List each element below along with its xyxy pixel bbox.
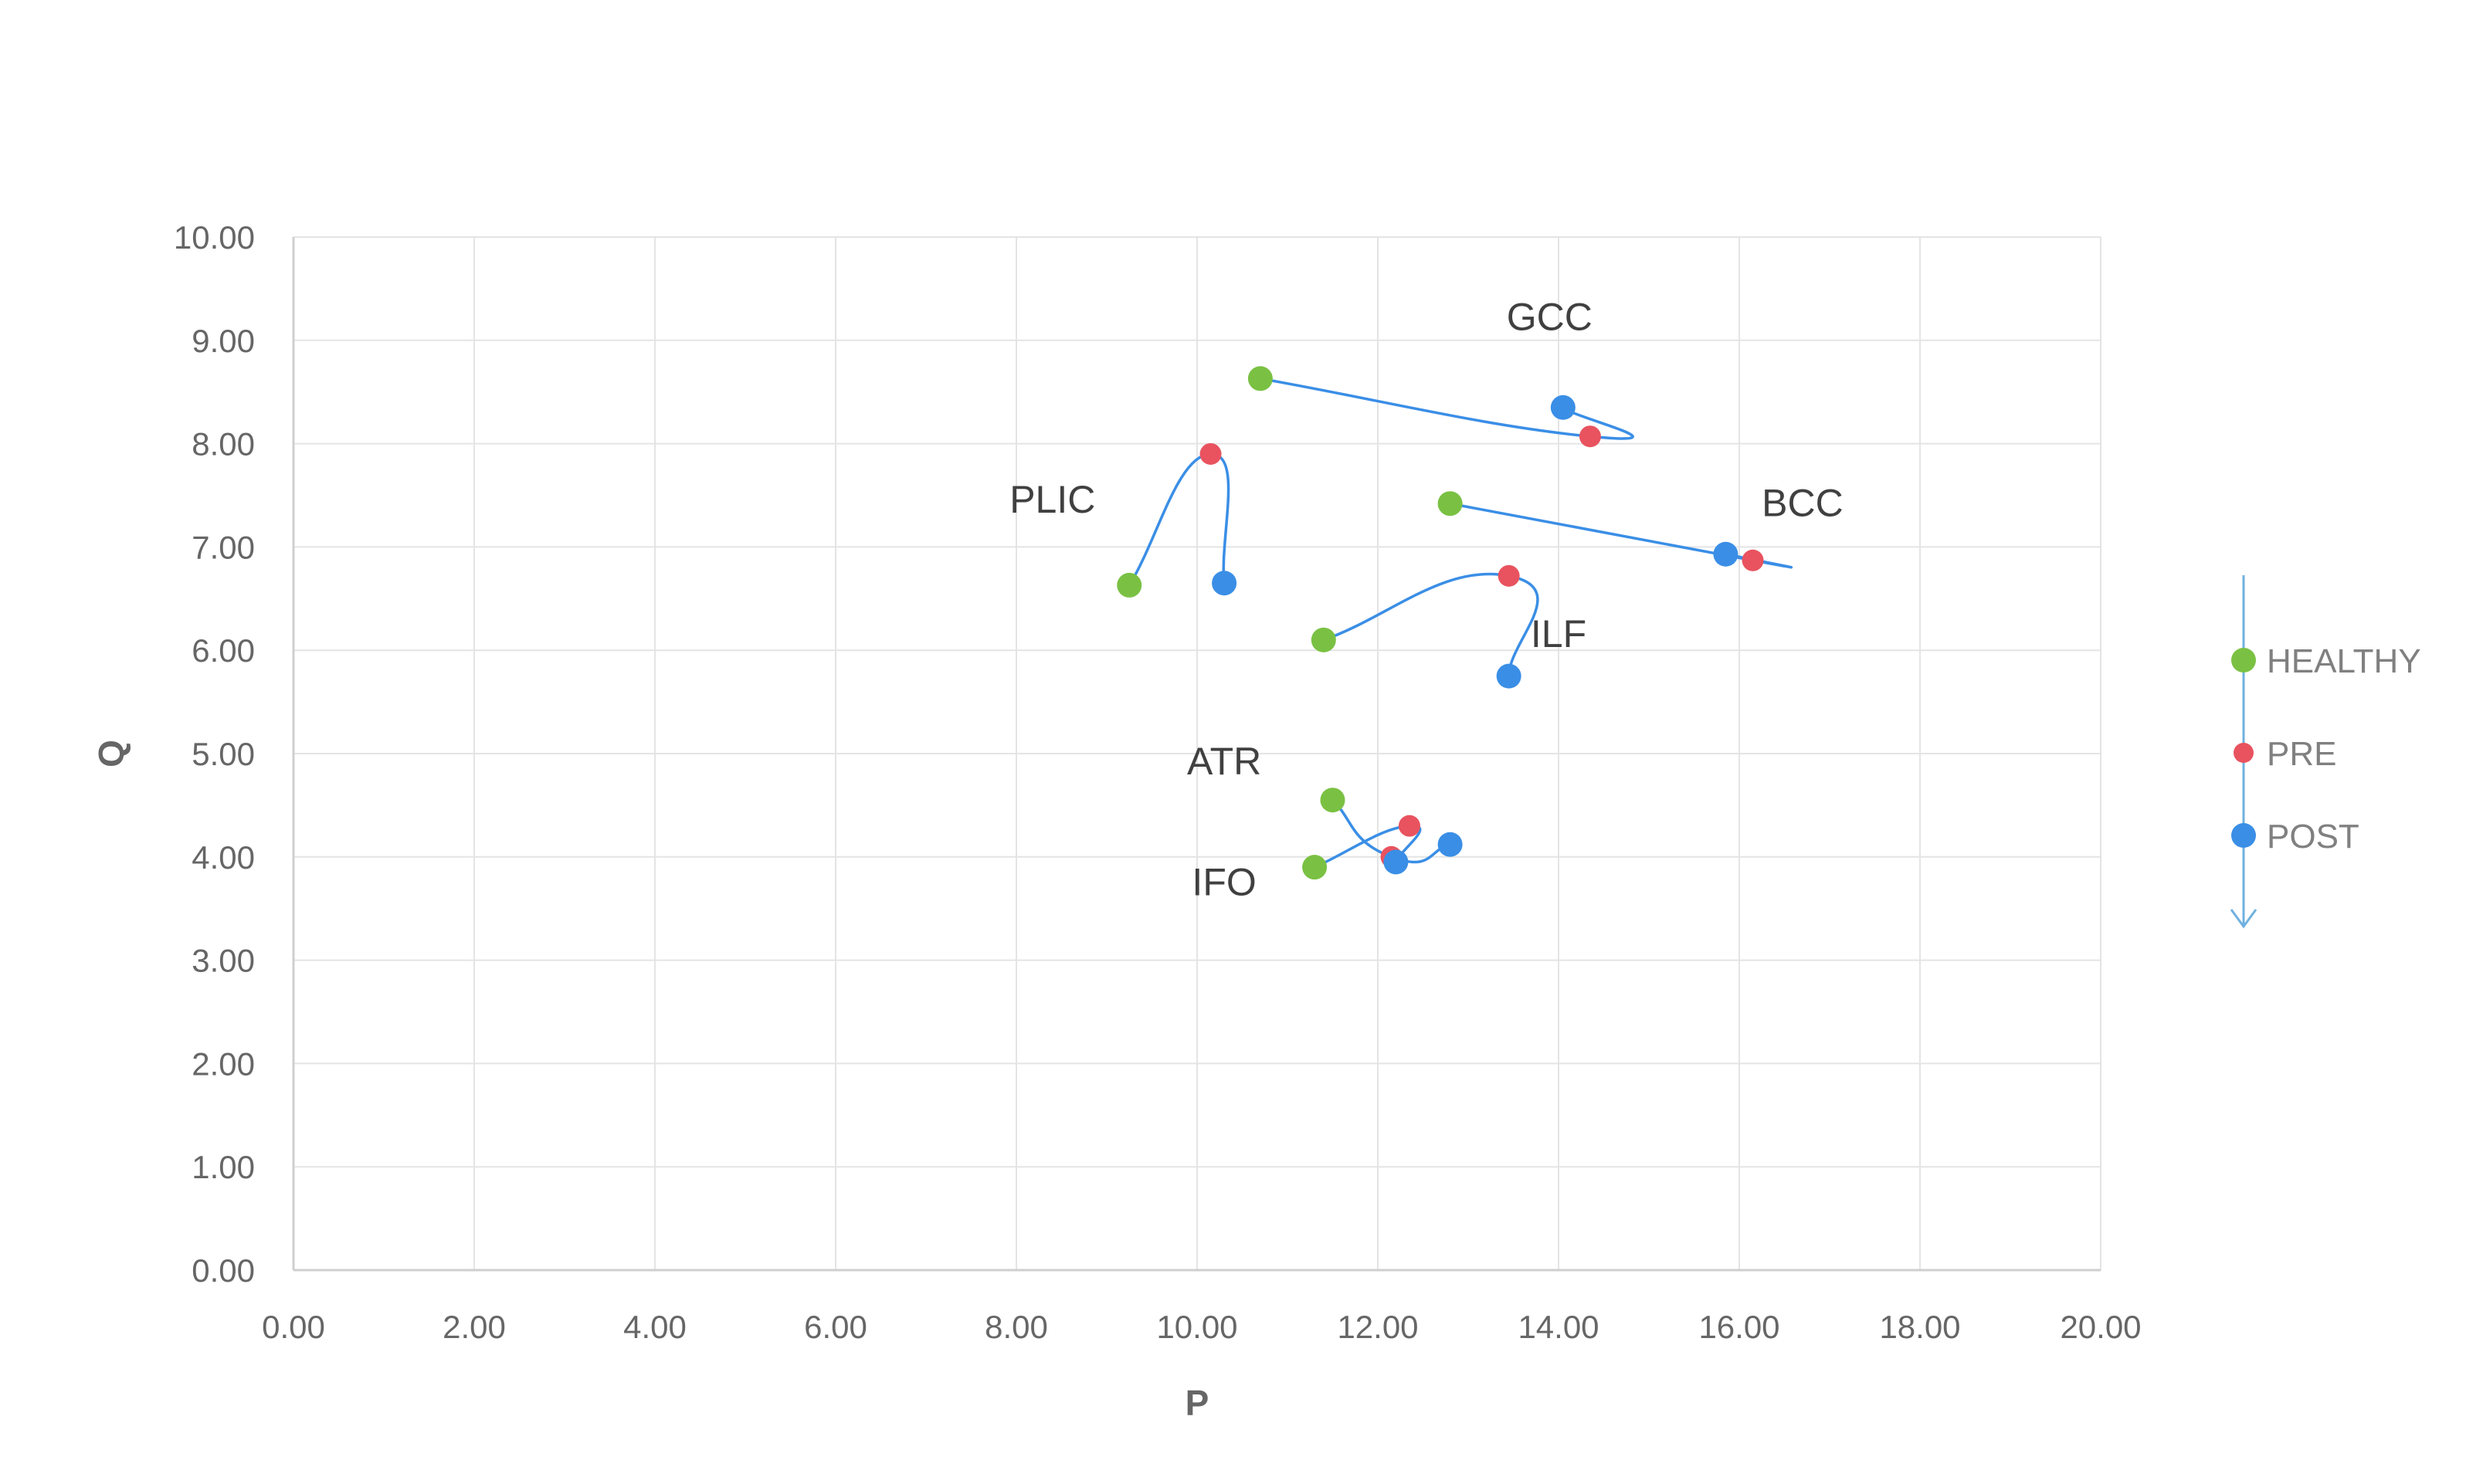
label-atr: ATR (1187, 740, 1261, 783)
point-ilf-post (1496, 663, 1521, 689)
legend-marker-post (2231, 823, 2256, 848)
x-axis-title: P (1186, 1383, 1209, 1423)
point-atr-healthy (1320, 788, 1345, 813)
y-tick-label: 7.00 (192, 529, 255, 565)
point-atr-post (1437, 832, 1463, 857)
legend-label-post: POST (2267, 818, 2359, 856)
point-ifo-healthy (1302, 855, 1328, 880)
point-bcc-healthy (1437, 491, 1463, 517)
x-tick-label: 16.00 (1698, 1309, 1779, 1345)
label-ilf: ILF (1531, 612, 1586, 656)
y-tick-label: 1.00 (192, 1149, 255, 1185)
point-ifo-post (1383, 849, 1409, 875)
connector-gcc (1260, 377, 1634, 440)
legend-label-pre: PRE (2267, 735, 2336, 773)
point-plic-post (1212, 571, 1237, 596)
y-tick-label: 3.00 (192, 943, 255, 979)
x-tick-label: 0.00 (262, 1309, 325, 1345)
legend-marker-healthy (2231, 648, 2256, 673)
y-tick-label: 8.00 (192, 426, 255, 462)
y-tick-label: 9.00 (192, 323, 255, 359)
y-tick-label: 4.00 (192, 839, 255, 876)
point-bcc-post (1713, 541, 1738, 567)
y-axis-title: Q (91, 740, 131, 767)
y-tick-label: 6.00 (192, 632, 255, 669)
x-tick-label: 10.00 (1156, 1309, 1237, 1345)
legend-marker-pre (2234, 743, 2254, 763)
point-gcc-healthy (1247, 366, 1273, 391)
connector-plic (1128, 452, 1230, 586)
point-gcc-post (1550, 395, 1576, 420)
x-tick-label: 12.00 (1337, 1309, 1418, 1345)
x-tick-label: 8.00 (985, 1309, 1048, 1345)
connector-layer (1128, 377, 1793, 869)
point-gcc-pre (1579, 425, 1601, 448)
label-plic: PLIC (1009, 478, 1095, 521)
label-bcc: BCC (1762, 481, 1844, 524)
point-ilf-pre (1498, 564, 1520, 587)
point-ilf-healthy (1311, 627, 1336, 652)
series-label-layer: GCC BCC PLIC ILF ATR IFO (1009, 295, 1843, 903)
label-ifo: IFO (1192, 860, 1256, 903)
connector-bcc (1450, 502, 1793, 569)
x-tick-label: 20.00 (2060, 1309, 2141, 1345)
y-tick-label: 10.00 (174, 219, 255, 256)
legend-label-healthy: HEALTHY (2267, 642, 2421, 680)
point-ifo-pre (1398, 815, 1420, 837)
legend: HEALTHY PRE POST (2230, 575, 2421, 929)
point-plic-healthy (1117, 572, 1142, 598)
axis-layer: 0.00 2.00 4.00 6.00 8.00 10.00 12.00 14.00 16.00… (91, 219, 2142, 1423)
connector-ilf (1323, 572, 1539, 676)
x-tick-label: 2.00 (443, 1309, 506, 1345)
label-gcc: GCC (1507, 295, 1593, 338)
point-layer (1117, 366, 1764, 880)
y-tick-label: 0.00 (192, 1252, 255, 1289)
point-plic-pre (1199, 442, 1222, 465)
x-tick-label: 4.00 (623, 1309, 687, 1345)
x-tick-label: 14.00 (1518, 1309, 1599, 1345)
x-tick-label: 18.00 (1879, 1309, 1960, 1345)
legend-arrow-head (2230, 909, 2257, 929)
x-tick-label: 6.00 (804, 1309, 867, 1345)
point-bcc-pre (1742, 549, 1764, 571)
y-tick-label: 5.00 (192, 736, 255, 772)
y-tick-label: 2.00 (192, 1045, 255, 1082)
